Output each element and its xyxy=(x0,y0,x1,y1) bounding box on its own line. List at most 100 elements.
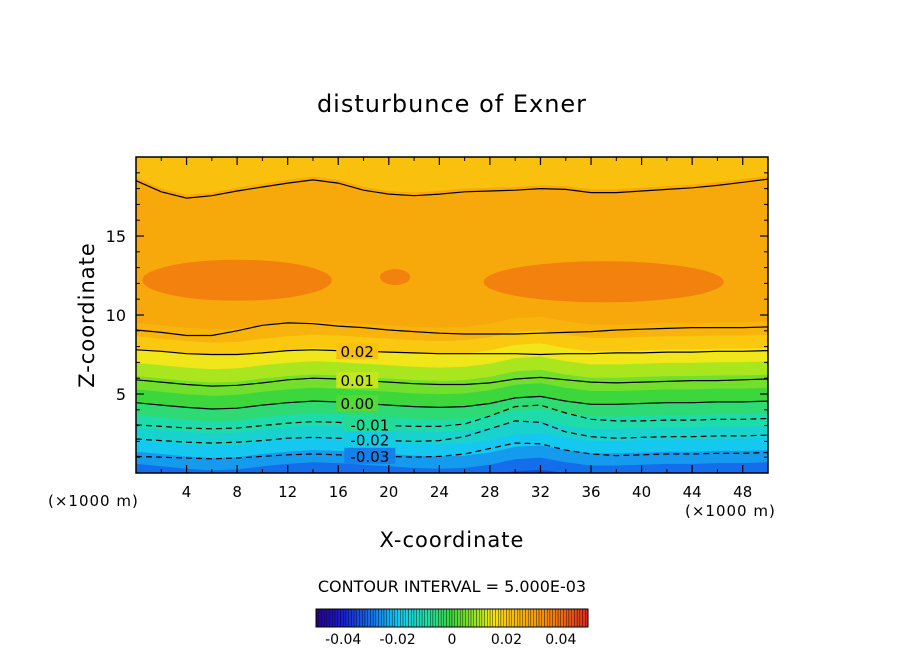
contour-dashed xyxy=(136,420,768,444)
x-tick-label: 24 xyxy=(430,483,449,501)
colorbar-cell xyxy=(381,608,385,628)
colorbar-cell xyxy=(576,608,581,628)
colorbar-tick-label: -0.04 xyxy=(325,632,361,648)
colorbar-cell xyxy=(533,608,537,628)
colorbar-cell xyxy=(508,608,513,628)
colorbar-cell xyxy=(473,608,477,628)
colorbar-cell xyxy=(378,608,382,628)
colorbar-cell xyxy=(566,608,570,628)
contour-solid xyxy=(136,178,768,199)
colorbar-cell xyxy=(503,608,507,628)
contour-solid xyxy=(136,395,768,410)
colorbar-cell xyxy=(536,608,540,628)
colorbar-cell xyxy=(481,608,485,628)
contour-solid xyxy=(136,349,768,356)
x-tick-label: 12 xyxy=(278,483,297,501)
contour-label-bg xyxy=(344,416,396,433)
colorbar-cell xyxy=(334,608,338,628)
colorbar-cell xyxy=(579,608,583,628)
colorbar-cell xyxy=(541,608,545,628)
colorbar-cell xyxy=(345,608,349,628)
colorbar-cell xyxy=(421,608,425,628)
colorbar-cell xyxy=(487,608,491,628)
colorbar-cell xyxy=(427,608,431,628)
contour-solid xyxy=(136,322,768,337)
colorbar-cell xyxy=(552,608,556,628)
y-tick-label: 5 xyxy=(116,385,126,404)
contour-label-bg xyxy=(336,395,379,412)
colorbar-cell xyxy=(557,608,561,628)
x-unit-label-left: (×1000 m) xyxy=(48,492,139,510)
colorbar-cell xyxy=(372,608,377,628)
colorbar-cell xyxy=(560,608,564,628)
colorbar-cell xyxy=(438,608,442,628)
colorbar-cell xyxy=(343,608,347,628)
colorbar-cell xyxy=(383,608,387,628)
colorbar-cell xyxy=(498,608,502,628)
colorbar-cell xyxy=(413,608,417,628)
colorbar-frame xyxy=(315,608,589,628)
colorbar-cell xyxy=(549,608,553,628)
colorbar-cell xyxy=(375,608,379,628)
colorbar-cell xyxy=(386,608,390,628)
colorbar-cell xyxy=(318,608,322,628)
contour-dashed xyxy=(136,404,768,430)
colorbar-cell xyxy=(568,608,572,628)
contour-interval-label: CONTOUR INTERVAL = 5.000E-03 xyxy=(318,577,586,596)
plot-area xyxy=(136,157,768,473)
colorbar-cell xyxy=(370,608,374,628)
colorbar-cell xyxy=(356,608,360,628)
colorbar-cell xyxy=(470,608,474,628)
field-band xyxy=(136,457,768,473)
colorbar: -0.04 -0.02 0 0.02 0.04 xyxy=(315,608,589,648)
colorbar-cell xyxy=(400,608,404,628)
colorbar-cell xyxy=(519,608,523,628)
colorbar-cell xyxy=(479,608,483,628)
contour-label: -0.03 xyxy=(350,448,389,466)
colorbar-cell xyxy=(419,608,423,628)
colorbar-cell xyxy=(353,608,357,628)
colorbar-cell xyxy=(435,608,439,628)
y-tick-label: 10 xyxy=(106,306,126,325)
colorbar-cell xyxy=(402,608,406,628)
colorbar-cell xyxy=(329,608,333,628)
colorbar-cell xyxy=(321,608,325,628)
colorbar-cell xyxy=(332,608,336,628)
colorbar-cell xyxy=(449,608,453,628)
x-tick-label: 40 xyxy=(632,483,651,501)
contour-label: -0.01 xyxy=(350,416,389,434)
contour-label: 0.00 xyxy=(340,395,373,413)
colorbar-tick-label: 0.04 xyxy=(545,632,576,648)
colorbar-cell xyxy=(514,608,518,628)
colorbar-cell xyxy=(571,608,575,628)
colorbar-cell xyxy=(500,608,504,628)
colorbar-cell xyxy=(484,608,488,628)
field-core xyxy=(142,259,332,301)
colorbar-cell xyxy=(440,608,445,628)
colorbar-cell xyxy=(389,608,393,628)
x-tick-label: 32 xyxy=(531,483,550,501)
colorbar-cell xyxy=(525,608,529,628)
colorbar-cell xyxy=(522,608,526,628)
colorbar-cell xyxy=(367,608,371,628)
field-top-band xyxy=(136,157,768,195)
x-tick-label: 16 xyxy=(329,483,348,501)
colorbar-cell xyxy=(446,608,450,628)
colorbar-cell xyxy=(405,608,409,628)
colorbar-cell xyxy=(416,608,420,628)
colorbar-cell xyxy=(563,608,567,628)
contour-label-bg xyxy=(336,372,379,389)
colorbar-cell xyxy=(326,608,330,628)
colorbar-cell xyxy=(451,608,455,628)
contour-label-bg xyxy=(344,447,396,464)
x-tick-label: 4 xyxy=(182,483,192,501)
contour-label-bg xyxy=(336,343,379,360)
colorbar-cell xyxy=(476,608,480,628)
colorbar-cell xyxy=(391,608,396,628)
colorbar-cell xyxy=(582,608,586,628)
contour-solid xyxy=(136,376,768,387)
colorbar-cell xyxy=(394,608,398,628)
colorbar-cell xyxy=(459,608,464,628)
